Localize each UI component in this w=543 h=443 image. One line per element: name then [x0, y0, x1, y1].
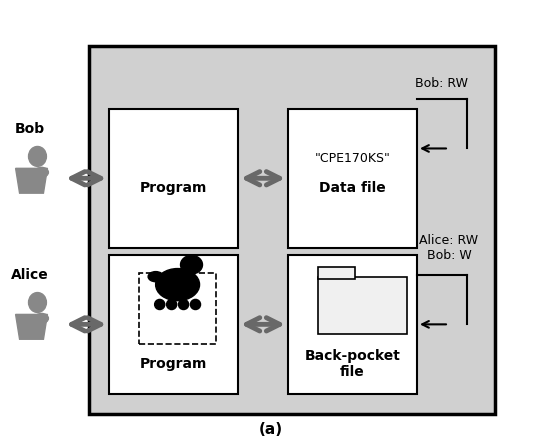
- Ellipse shape: [148, 272, 163, 282]
- Text: Program: Program: [140, 357, 207, 371]
- Ellipse shape: [35, 313, 48, 323]
- Text: Alice: Alice: [11, 268, 48, 282]
- Bar: [288, 109, 417, 248]
- Text: Bob: Bob: [15, 121, 45, 136]
- Ellipse shape: [35, 167, 48, 177]
- Circle shape: [179, 299, 188, 310]
- Text: Program: Program: [140, 181, 207, 195]
- Bar: [139, 273, 216, 344]
- Polygon shape: [16, 315, 47, 339]
- Ellipse shape: [180, 256, 203, 274]
- Bar: [109, 255, 238, 394]
- Text: Back-pocket
file: Back-pocket file: [305, 349, 400, 379]
- Text: Alice: RW
Bob: W: Alice: RW Bob: W: [419, 234, 478, 262]
- Bar: [150, 294, 197, 300]
- Circle shape: [167, 299, 176, 310]
- Polygon shape: [16, 168, 47, 193]
- Circle shape: [191, 299, 200, 310]
- Ellipse shape: [29, 292, 46, 312]
- Text: "CPE170KS": "CPE170KS": [314, 152, 390, 165]
- Ellipse shape: [156, 268, 200, 301]
- Bar: [318, 276, 407, 334]
- Bar: [89, 46, 495, 414]
- Text: (a): (a): [259, 422, 283, 437]
- Circle shape: [155, 299, 165, 310]
- Ellipse shape: [29, 147, 46, 167]
- Bar: [318, 267, 356, 279]
- Bar: [288, 255, 417, 394]
- Bar: [109, 109, 238, 248]
- Text: Data file: Data file: [319, 181, 386, 195]
- Text: Bob: RW: Bob: RW: [415, 78, 469, 90]
